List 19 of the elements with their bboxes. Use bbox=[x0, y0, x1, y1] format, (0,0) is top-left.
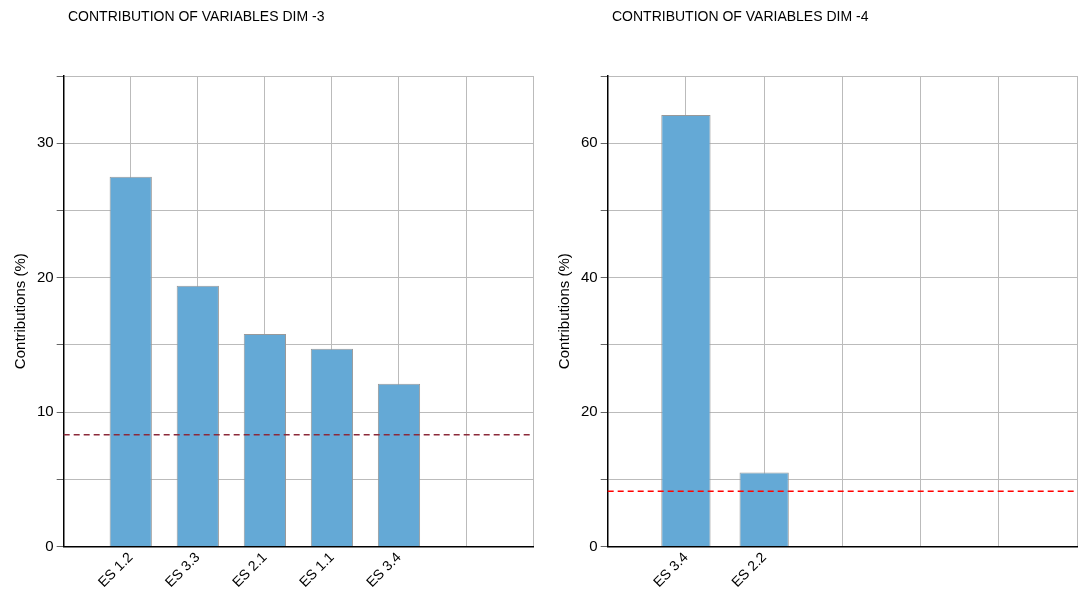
x-tick-label: ES 3.4 bbox=[362, 548, 404, 590]
x-tick-label: ES 1.1 bbox=[295, 548, 337, 590]
y-tick-label: 40 bbox=[581, 267, 598, 285]
y-tick-label: 60 bbox=[581, 133, 598, 151]
y-tick-label: 10 bbox=[37, 402, 54, 420]
y-tick-label: 20 bbox=[581, 402, 598, 420]
y-tick-label: 30 bbox=[37, 133, 54, 151]
chart-title: CONTRIBUTION OF VARIABLES DIM -4 bbox=[611, 8, 870, 26]
y-axis-title: Contributions (%) bbox=[555, 253, 573, 370]
chart-title: CONTRIBUTION OF VARIABLES DIM -3 bbox=[67, 8, 326, 26]
x-tick-label: ES 1.2 bbox=[94, 548, 136, 590]
x-tick-label: ES 2.2 bbox=[727, 548, 770, 590]
x-tick-label: ES 3.3 bbox=[161, 548, 203, 590]
y-axis-title: Contributions (%) bbox=[11, 253, 29, 370]
x-tick-label: ES 3.4 bbox=[649, 548, 691, 590]
y-tick-label: 0 bbox=[45, 536, 54, 554]
y-tick-label: 20 bbox=[37, 267, 54, 285]
y-tick-label: 0 bbox=[589, 536, 598, 554]
x-tick-label: ES 2.1 bbox=[228, 548, 270, 590]
